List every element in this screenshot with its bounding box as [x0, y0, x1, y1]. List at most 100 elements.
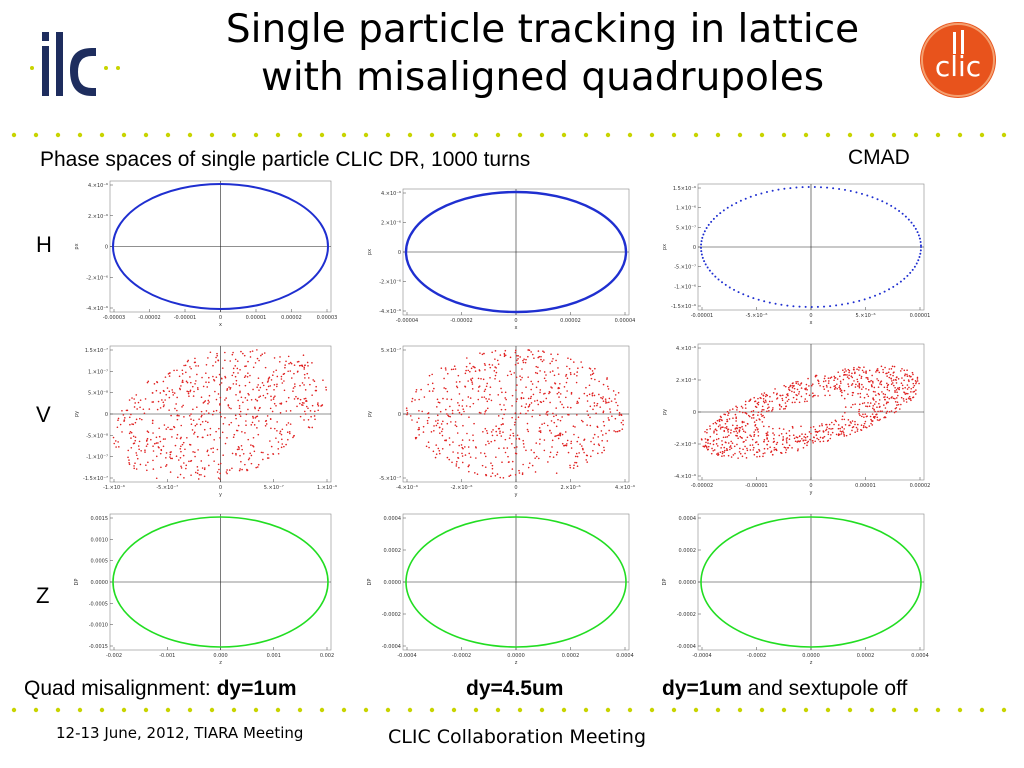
phase-space-point — [905, 398, 908, 401]
phase-space-point — [912, 396, 915, 399]
phase-space-point — [194, 451, 196, 454]
phase-space-point — [277, 441, 280, 443]
phase-space-point — [433, 430, 435, 432]
phase-space-point — [915, 262, 918, 265]
phase-space-point — [896, 387, 899, 389]
phase-space-point — [757, 443, 760, 446]
phase-space-point — [163, 404, 165, 406]
phase-space-point — [194, 357, 196, 360]
y-tick-label: 5.×10⁻⁷ — [676, 225, 696, 231]
phase-space-point — [552, 357, 554, 360]
phase-space-point — [427, 383, 429, 386]
phase-space-point — [464, 446, 466, 448]
phase-space-point — [271, 410, 274, 413]
phase-space-point — [798, 435, 801, 437]
phase-space-point — [761, 408, 764, 411]
phase-space-point — [886, 384, 889, 387]
phase-space-point — [197, 388, 199, 391]
phase-space-point — [817, 380, 820, 382]
phase-space-point — [709, 442, 712, 445]
phase-space-point — [476, 473, 479, 476]
divider-dot — [935, 132, 941, 138]
phase-space-point — [736, 443, 738, 446]
phase-space-point — [901, 367, 903, 370]
phase-space-point — [896, 283, 899, 286]
phase-space-point — [245, 424, 247, 427]
phase-space-point — [851, 426, 854, 429]
phase-space-point — [831, 431, 834, 434]
phase-space-point — [839, 427, 841, 430]
phase-space-point — [439, 432, 441, 434]
y-tick-label: 1.5×10⁻⁷ — [85, 348, 108, 354]
phase-space-point — [550, 420, 553, 422]
phase-space-point — [135, 394, 138, 396]
phase-space-point — [246, 468, 248, 471]
y-axis-label: py — [662, 409, 668, 415]
phase-space-point — [556, 392, 559, 395]
phase-space-point — [580, 419, 583, 422]
phase-space-point — [183, 477, 185, 479]
phase-space-point — [795, 393, 797, 396]
phase-space-point — [829, 377, 832, 379]
phase-space-point — [457, 374, 460, 377]
phase-space-point — [155, 389, 158, 392]
phase-space-point — [868, 425, 871, 427]
phase-space-point — [711, 272, 714, 275]
phase-space-point — [833, 379, 835, 382]
phase-space-point — [808, 431, 811, 433]
phase-space-point — [585, 386, 587, 389]
phase-space-point — [216, 354, 219, 357]
phase-space-point — [136, 457, 139, 460]
phase-space-point — [906, 373, 908, 376]
phase-space-point — [738, 426, 741, 429]
phase-space-point — [810, 305, 813, 308]
divider-dot — [143, 707, 149, 713]
phase-space-point — [309, 410, 312, 412]
phase-space-point — [860, 415, 863, 418]
divider-dot — [407, 132, 413, 138]
phase-space-point — [788, 430, 791, 432]
phase-space-point — [440, 367, 443, 370]
phase-space-point — [752, 417, 755, 419]
phase-space-point — [235, 452, 237, 455]
phase-space-point — [206, 434, 209, 437]
x-axis-label: z — [810, 660, 813, 666]
phase-space-point — [246, 376, 249, 378]
phase-space-point — [841, 426, 844, 429]
phase-space-point — [895, 388, 898, 391]
phase-space-point — [570, 373, 572, 376]
phase-space-point — [242, 352, 244, 355]
phase-space-point — [228, 386, 230, 388]
phase-space-point — [261, 382, 264, 384]
phase-space-point — [730, 440, 732, 443]
phase-space-point — [577, 367, 579, 370]
phase-space-point — [499, 476, 502, 479]
phase-space-point — [251, 421, 254, 424]
phase-space-point — [486, 400, 489, 403]
phase-space-point — [863, 298, 866, 301]
phase-space-point — [563, 444, 565, 447]
phase-space-point — [886, 375, 888, 377]
phase-space-point — [751, 417, 753, 419]
phase-space-point — [794, 401, 796, 404]
divider-dot — [165, 132, 171, 138]
phase-space-point — [705, 227, 708, 230]
phase-space-point — [876, 198, 879, 201]
phase-space-point — [441, 447, 444, 450]
phase-space-point — [164, 438, 167, 440]
phase-space-point — [896, 404, 898, 406]
y-tick-label: -0.0002 — [677, 612, 696, 618]
phase-space-point — [537, 380, 540, 383]
row-label-v: V — [36, 402, 51, 427]
phase-space-point — [918, 382, 920, 385]
phase-space-point — [162, 401, 165, 404]
phase-space-point — [534, 371, 537, 374]
phase-space-point — [881, 200, 884, 203]
phase-space-point — [468, 464, 470, 466]
phase-space-point — [517, 357, 519, 360]
phase-space-point — [183, 416, 185, 418]
divider-dot — [363, 707, 369, 713]
phase-space-point — [611, 415, 613, 418]
phase-space-point — [807, 377, 809, 380]
phase-space-point — [513, 372, 516, 374]
